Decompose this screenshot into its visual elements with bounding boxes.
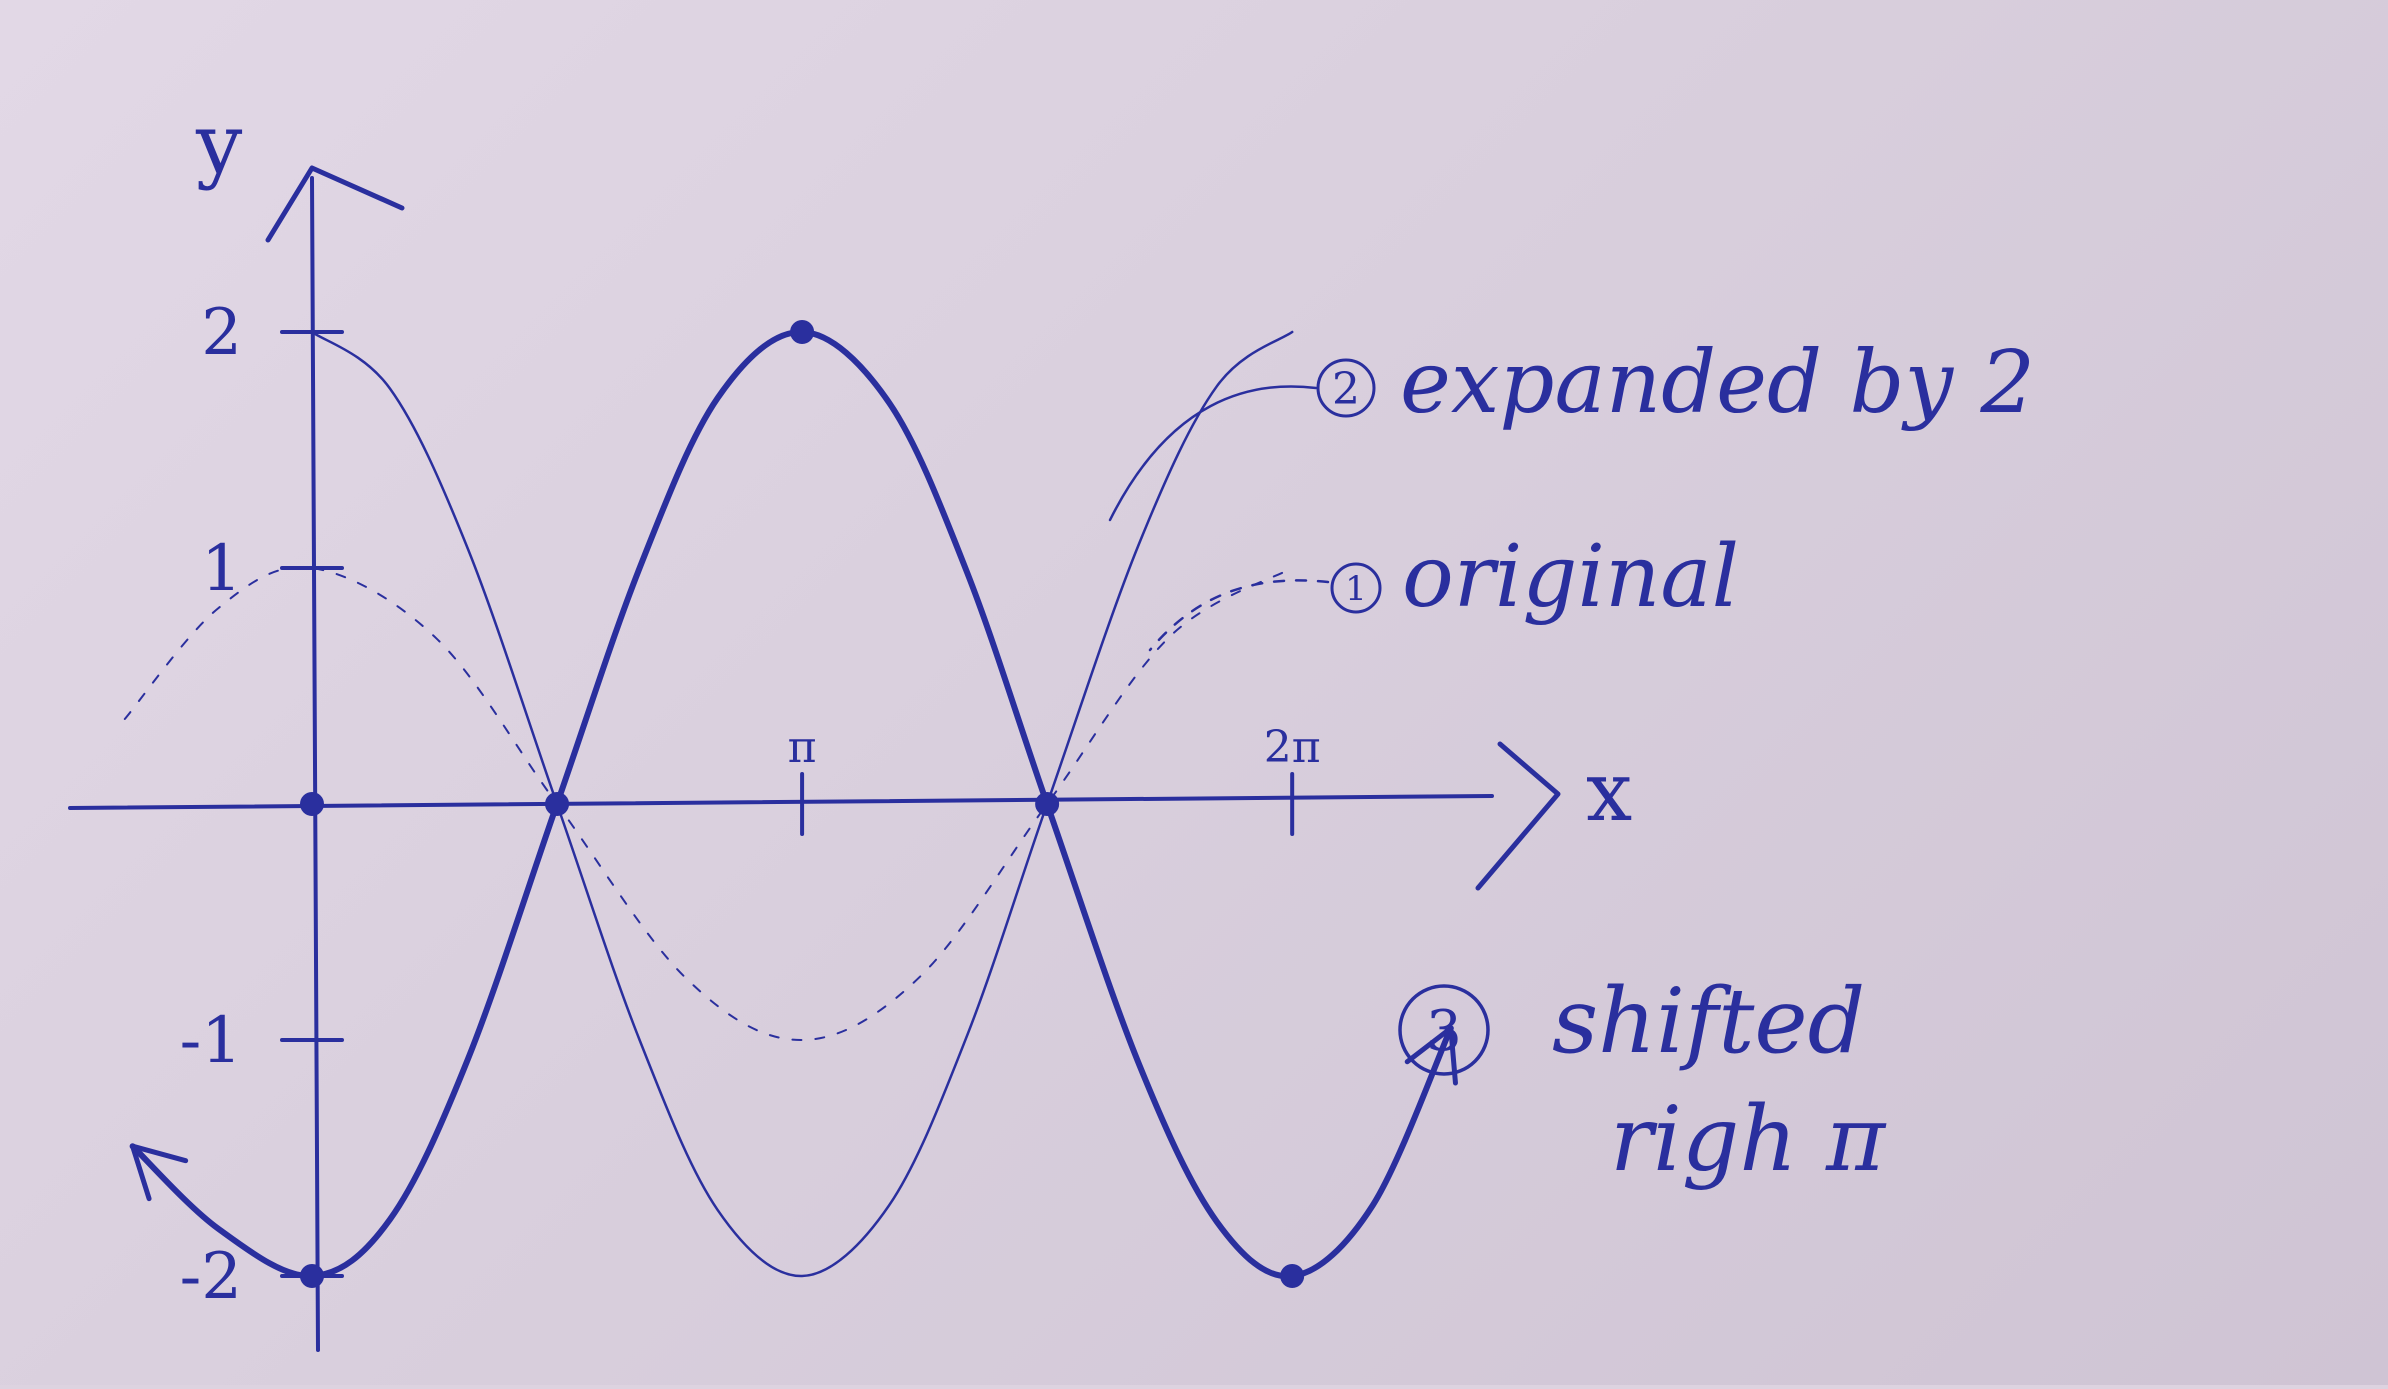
y-axis-label: y [195,97,243,192]
annotation-leader-line [1148,579,1330,652]
y-tick-label: 2 [201,296,242,370]
annotation-number-circle [1316,358,1376,418]
y-axis [310,176,320,1352]
annotation-number-circle [1398,984,1490,1076]
marked-point [545,792,570,816]
marked-point [1035,792,1060,816]
annotation-text: shifted [1552,969,1865,1074]
annotation-number: 3 [1426,999,1462,1064]
y-tick-label: -1 [180,1004,242,1078]
x-axis [68,794,1494,810]
annotation-number-circle [1330,562,1382,614]
marked-point [1280,1264,1305,1288]
annotation-text: original [1402,527,1739,627]
annotation-number: 2 [1332,364,1360,415]
annotation-shifted: 3 shifted righ π [1398,969,1887,1192]
axes: x y [68,97,1632,1352]
y-axis-arrowhead [265,165,405,243]
marked-point [790,320,815,344]
x-axis-label: x [1586,745,1632,840]
series-line-2 [310,330,1294,1278]
x-axis-arrowhead [1475,741,1561,891]
annotation-number: 1 [1345,569,1367,609]
annotation-text-line2: righ π [1610,1087,1887,1192]
y-tick-label: -2 [180,1240,242,1314]
series-line-1 [123,566,1294,1042]
annotation-text: expanded by 2 [1400,333,2035,433]
marked-point [300,792,324,816]
annotation-original: 1 original [1148,527,1739,652]
marked-point-group [300,320,1305,1288]
annotation-expanded: 2 expanded by 2 [1108,333,2035,522]
x-tick-label: 2π [1264,722,1321,773]
annotation-group: 2 expanded by 2 1 original 3 shifted rig… [1108,333,2035,1192]
series-arrowhead [1404,1025,1458,1086]
x-tick-label: π [788,722,817,773]
annotation-leader-line [1108,385,1318,522]
marked-point [300,1264,324,1288]
series-arrowhead [130,1143,189,1202]
